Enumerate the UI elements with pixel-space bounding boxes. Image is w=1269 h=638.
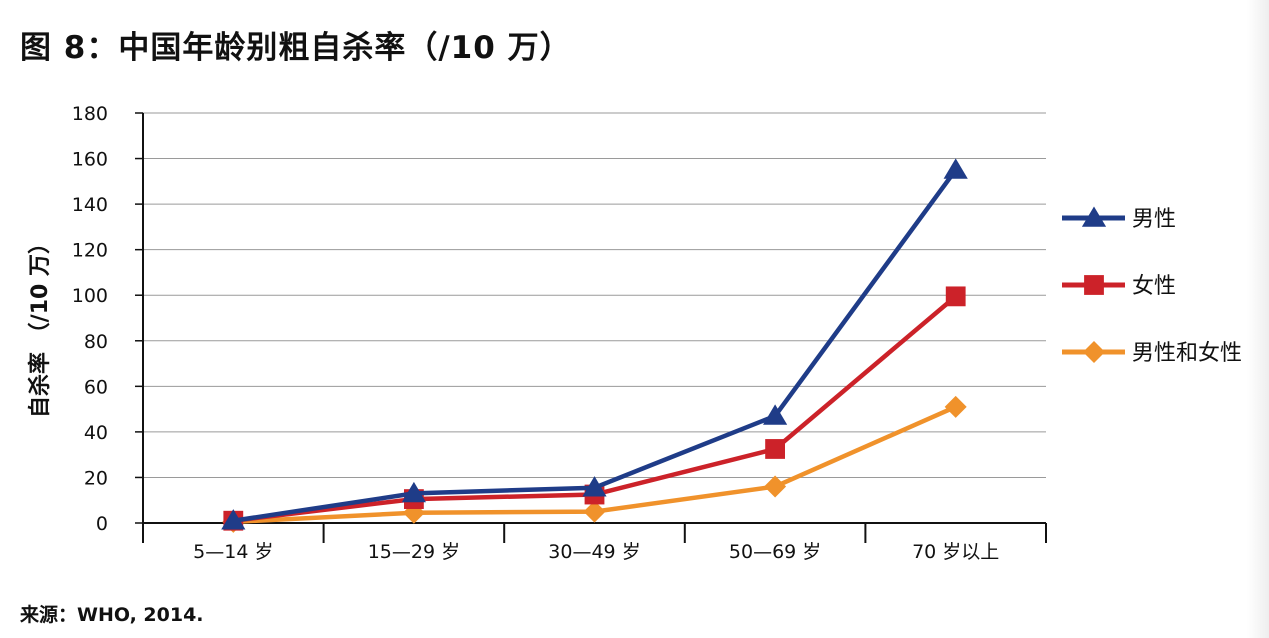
x-tick-label: 70 岁以上 — [912, 541, 999, 563]
square-marker — [765, 439, 785, 459]
legend-label: 男性 — [1132, 207, 1176, 232]
series-2 — [222, 395, 967, 533]
y-axis-label: 自杀率 （/10 万） — [27, 232, 53, 418]
y-tick-label: 20 — [84, 467, 108, 489]
y-tick-label: 100 — [72, 285, 108, 307]
triangle-marker — [943, 158, 968, 179]
diamond-marker — [583, 500, 606, 523]
triangle-marker — [763, 404, 788, 425]
y-tick-label: 120 — [72, 240, 108, 262]
x-tick-labels: 5—14 岁 15—29 岁 30—49 岁 50—69 岁 70 岁以上 — [193, 541, 999, 563]
square-marker — [945, 286, 966, 307]
series-lines — [221, 158, 968, 533]
y-tick-label: 160 — [72, 149, 108, 171]
triangle-marker — [221, 509, 246, 530]
series-0 — [221, 158, 968, 530]
chart-title: 图 8：中国年龄别粗自杀率（/10 万） — [20, 30, 572, 66]
series-line — [232, 168, 958, 523]
y-tick-label: 180 — [72, 103, 108, 125]
x-tick-label: 50—69 岁 — [729, 541, 821, 563]
x-tick-label: 5—14 岁 — [193, 541, 273, 563]
triangle-marker — [1081, 206, 1107, 227]
y-tick-label: 140 — [72, 194, 108, 216]
source-note: 来源：WHO, 2014. — [20, 604, 204, 626]
page-edge-shadow — [1247, 0, 1269, 638]
y-tick-label: 60 — [84, 376, 108, 398]
legend-label: 男性和女性 — [1132, 341, 1242, 366]
y-tick-label: 40 — [84, 422, 108, 444]
triangle-marker — [401, 481, 426, 503]
diamond-marker — [764, 475, 787, 498]
legend-label: 女性 — [1132, 274, 1176, 299]
square-marker — [1084, 275, 1104, 295]
gridlines — [143, 112, 1046, 478]
legend-item: 男性和女性 — [1062, 341, 1242, 366]
x-tick-label: 15—29 岁 — [368, 541, 460, 563]
y-tick-labels: 0 20 40 60 80 100 120 140 160 180 — [72, 103, 108, 535]
legend-item: 女性 — [1062, 274, 1176, 299]
triangle-marker — [582, 476, 607, 497]
diamond-marker — [944, 395, 967, 418]
y-tick-label: 0 — [96, 513, 108, 535]
legend-item: 男性 — [1062, 206, 1176, 232]
axes — [135, 112, 1047, 543]
diamond-marker — [1083, 341, 1105, 363]
x-tick-label: 30—49 岁 — [548, 541, 640, 563]
y-tick-label: 80 — [84, 331, 108, 353]
